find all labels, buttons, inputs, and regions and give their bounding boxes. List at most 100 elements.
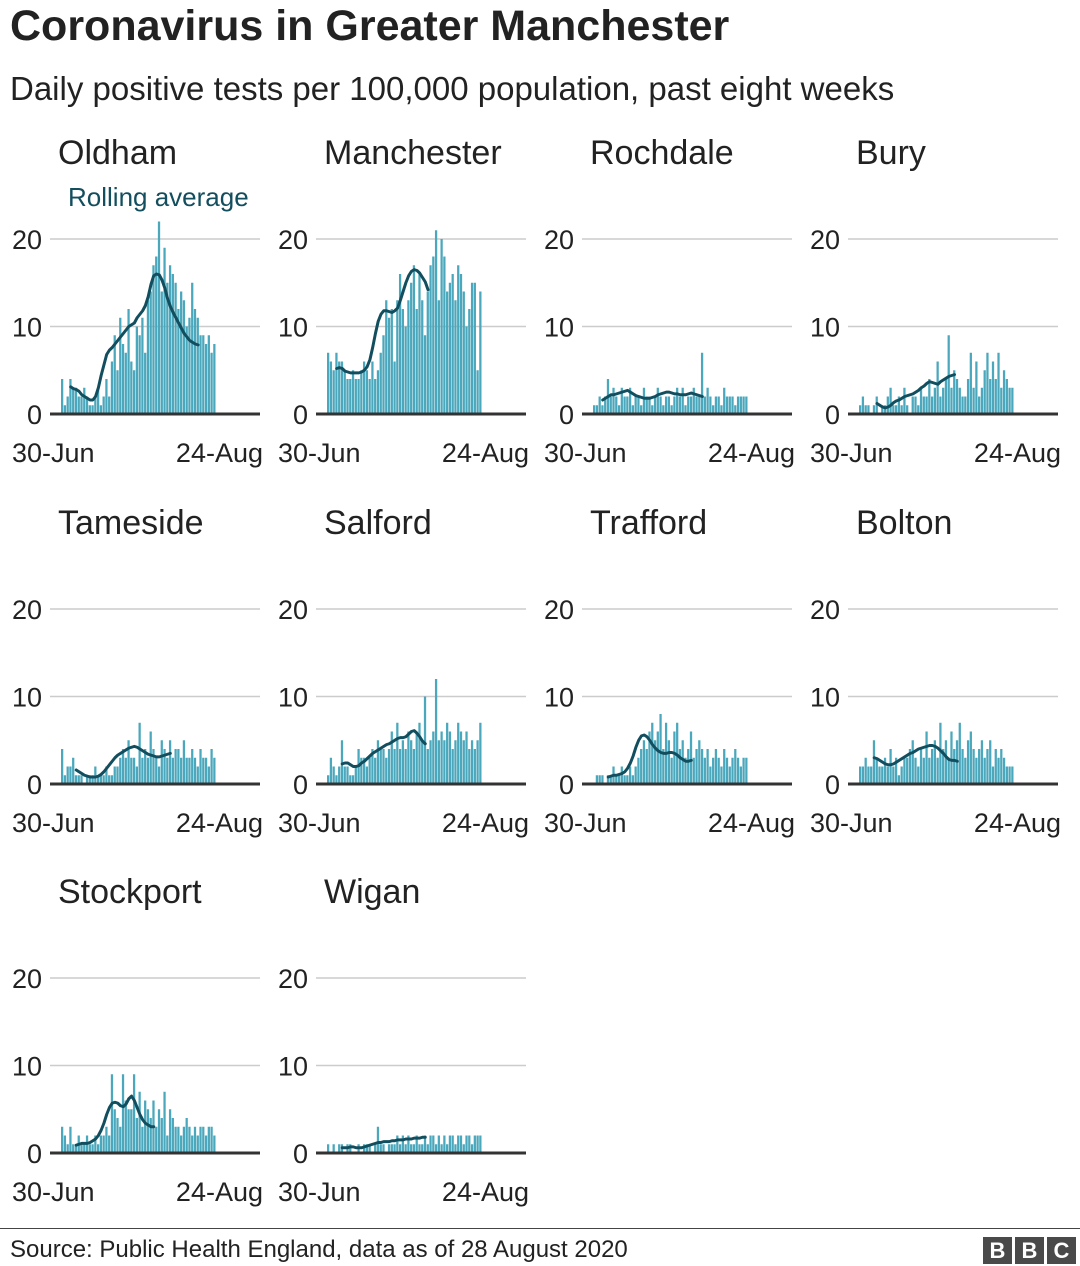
data-bar — [933, 387, 936, 414]
data-bar — [124, 757, 127, 784]
data-bar — [961, 396, 964, 414]
logo-letter: B — [1015, 1237, 1044, 1264]
data-bar — [213, 344, 216, 414]
data-bar — [61, 749, 64, 784]
data-bar — [398, 749, 402, 784]
data-bar — [66, 1144, 69, 1153]
data-bar — [986, 749, 989, 784]
data-bar — [958, 722, 961, 784]
data-bar — [446, 1144, 449, 1153]
data-bar — [171, 1118, 174, 1153]
y-tick-label: 20 — [12, 964, 42, 994]
data-bar — [872, 740, 876, 784]
data-bar — [659, 714, 662, 784]
data-bar — [437, 740, 440, 784]
data-bar — [465, 731, 468, 784]
data-bar — [124, 1100, 127, 1153]
data-bar — [193, 757, 197, 784]
data-bar — [368, 1144, 371, 1153]
data-bar — [202, 1126, 205, 1153]
data-bar — [174, 749, 177, 784]
data-bar — [465, 326, 468, 414]
data-bar — [351, 370, 355, 414]
data-bar — [601, 775, 604, 784]
x-tick-label: 30-Jun — [278, 438, 361, 468]
data-bar — [725, 396, 729, 414]
data-bar — [914, 396, 917, 414]
data-bar — [875, 757, 878, 784]
data-bar — [387, 1144, 391, 1153]
data-bar — [864, 757, 867, 784]
data-bar — [623, 775, 626, 784]
data-bar — [74, 775, 78, 784]
data-bar — [689, 731, 693, 784]
data-bar — [936, 361, 939, 414]
data-bar — [91, 405, 94, 414]
data-bar — [135, 766, 138, 784]
data-bar — [972, 387, 975, 414]
data-bar — [892, 405, 895, 414]
data-bar — [346, 766, 349, 784]
data-bar — [102, 1135, 105, 1153]
data-bar — [346, 379, 349, 414]
data-bar — [662, 405, 665, 414]
data-bar — [146, 300, 150, 414]
data-bar — [894, 405, 898, 414]
data-bar — [626, 396, 629, 414]
data-bar — [440, 1144, 443, 1153]
data-bar — [446, 722, 449, 784]
data-bar — [991, 361, 995, 414]
data-bar — [684, 405, 687, 414]
data-bar — [171, 274, 174, 414]
data-bar — [703, 396, 706, 414]
panel-title: Salford — [324, 504, 432, 542]
data-bar — [382, 335, 385, 414]
data-bar — [432, 1135, 435, 1153]
data-bar — [349, 1144, 352, 1153]
x-tick-label: 30-Jun — [12, 808, 95, 838]
data-bar — [928, 757, 931, 784]
data-bar — [91, 775, 94, 784]
data-bar — [423, 696, 427, 784]
data-bar — [180, 291, 183, 414]
data-bar — [889, 749, 892, 784]
data-bar — [374, 757, 377, 784]
data-bar — [717, 757, 720, 784]
data-bar — [983, 757, 986, 784]
y-tick-label: 10 — [544, 683, 574, 713]
data-bar — [415, 731, 418, 784]
data-bar — [978, 396, 981, 414]
data-bar — [725, 757, 729, 784]
data-bar — [149, 1118, 152, 1153]
data-bar — [146, 1109, 150, 1153]
data-bar — [930, 749, 934, 784]
rolling-average-label: Rolling average — [68, 182, 249, 212]
data-bar — [906, 757, 909, 784]
data-bar — [96, 775, 100, 784]
data-bar — [404, 1144, 407, 1153]
data-bar — [335, 352, 338, 414]
data-bar — [401, 740, 404, 784]
data-bar — [72, 387, 75, 414]
data-bar — [69, 766, 72, 784]
data-bar — [121, 344, 125, 414]
y-tick-label: 10 — [12, 683, 42, 713]
data-bar — [448, 731, 452, 784]
data-bar — [69, 379, 72, 414]
data-bar — [975, 757, 978, 784]
data-bar — [972, 749, 975, 784]
data-bar — [947, 335, 950, 414]
data-bar — [108, 775, 111, 784]
data-bar — [207, 1126, 210, 1153]
y-tick-label: 10 — [278, 683, 308, 713]
data-bar — [171, 757, 174, 784]
data-bar — [160, 1118, 163, 1153]
data-bar — [193, 1126, 197, 1153]
x-tick-label: 30-Jun — [810, 438, 893, 468]
data-bar — [127, 1109, 130, 1153]
data-bar — [426, 749, 429, 784]
data-bar — [883, 405, 887, 414]
data-bar — [182, 300, 186, 414]
data-bar — [462, 291, 465, 414]
x-tick-label: 30-Jun — [12, 1177, 95, 1207]
